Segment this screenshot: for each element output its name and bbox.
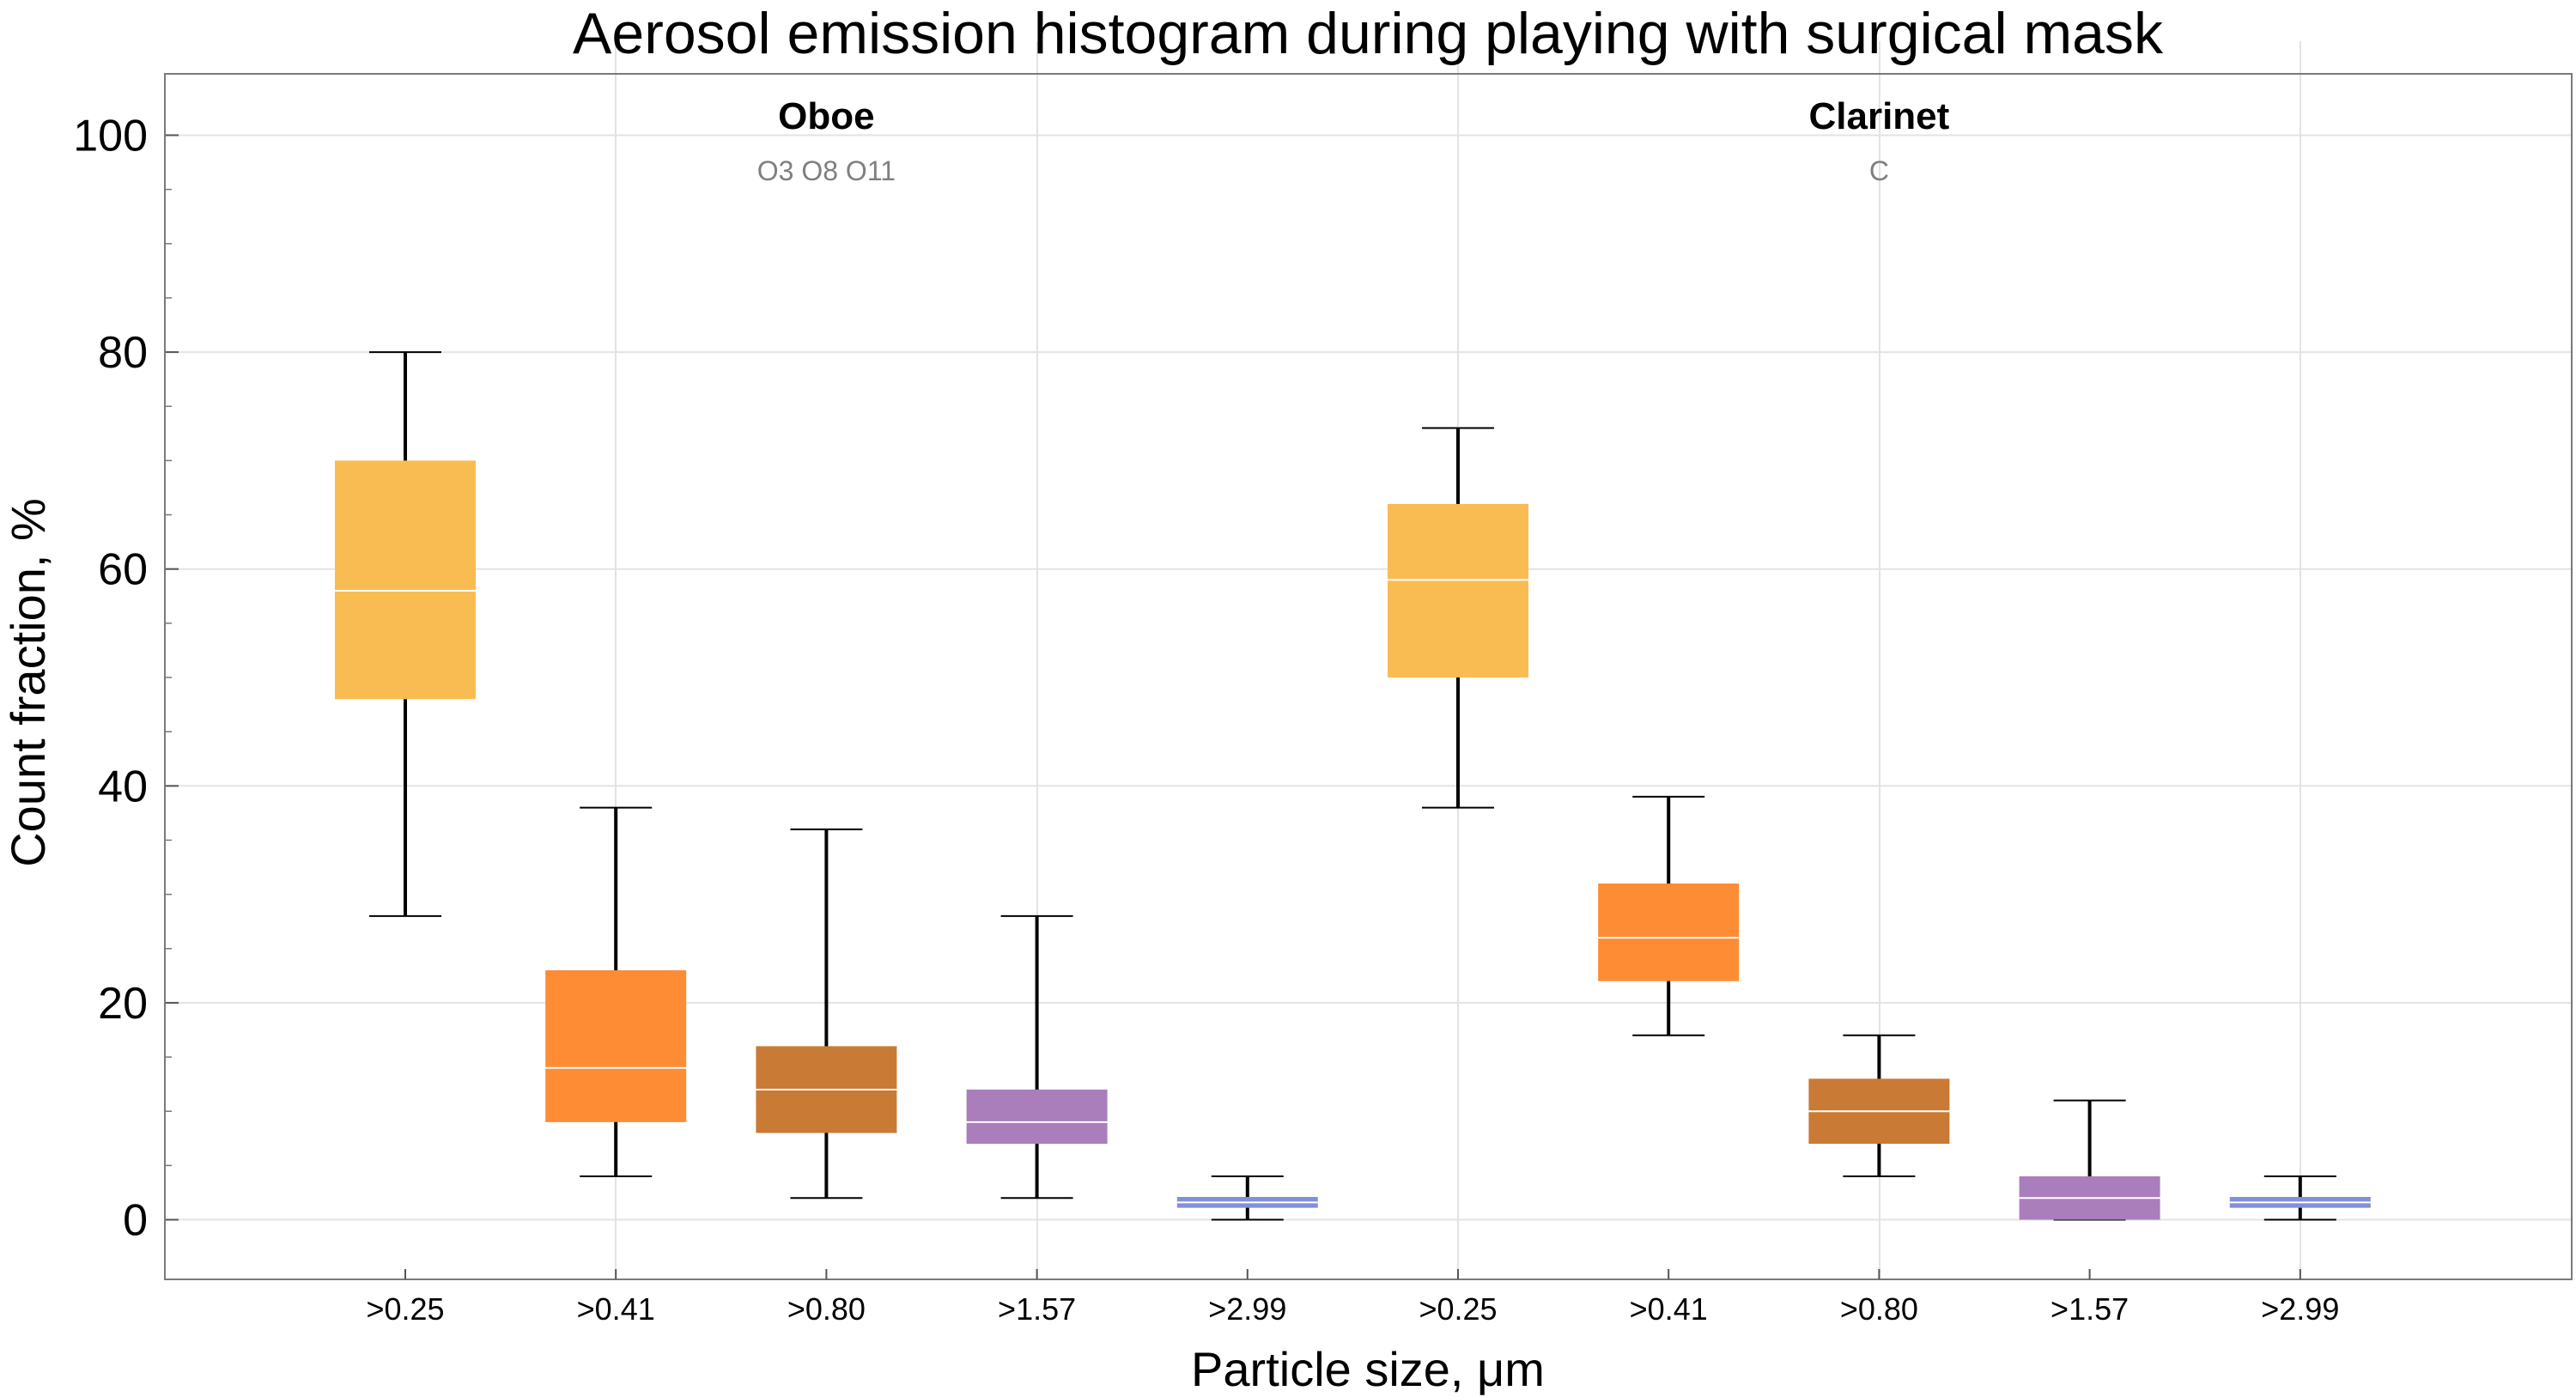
- box-0-4: [1176, 1175, 1318, 1221]
- y-tick-label: 0: [123, 1196, 148, 1246]
- x-tick-label: >1.57: [2050, 1291, 2129, 1327]
- box-plots: [335, 351, 2371, 1221]
- x-tick-label: >0.25: [1419, 1291, 1497, 1327]
- group-subtitle-0: O3 O8 O11: [757, 155, 896, 186]
- plot-frame: [164, 73, 2573, 1280]
- group-subtitle-1: C: [1869, 155, 1889, 186]
- y-tick-label: 20: [98, 979, 148, 1029]
- x-tick-label: >0.80: [1840, 1291, 1918, 1327]
- group-label-1: Clarinet: [1808, 95, 1949, 137]
- y-tick-label: 80: [98, 328, 148, 378]
- x-axis-label: Particle size, μm: [1191, 1342, 1545, 1396]
- box-0-2: [756, 828, 897, 1200]
- box-1-2: [1808, 1034, 1950, 1178]
- box-0-1: [545, 806, 687, 1178]
- box-1-3: [2019, 1099, 2160, 1221]
- x-tick-label: >0.25: [366, 1291, 444, 1327]
- y-tick-label: 60: [98, 545, 148, 595]
- box-body: [1598, 883, 1740, 981]
- chart-text: Aerosol emission histogram during playin…: [1, 1, 2339, 1396]
- box-0-3: [966, 914, 1108, 1200]
- box-0-0: [335, 351, 476, 917]
- x-tick-label: >2.99: [1208, 1291, 1286, 1327]
- box-1-4: [2229, 1175, 2371, 1221]
- box-body: [966, 1089, 1108, 1145]
- group-label-0: Oboe: [778, 95, 874, 137]
- chart-title: Aerosol emission histogram during playin…: [573, 1, 2164, 66]
- axes: [164, 73, 2573, 1280]
- box-1-0: [1388, 427, 1528, 809]
- x-tick-label: >2.99: [2261, 1291, 2339, 1327]
- x-tick-label: >1.57: [998, 1291, 1076, 1327]
- x-tick-label: >0.41: [1630, 1291, 1708, 1327]
- box-body: [545, 970, 687, 1122]
- box-body: [1388, 503, 1528, 677]
- y-tick-label: 100: [73, 111, 148, 161]
- y-axis-label: Count fraction, %: [1, 498, 55, 867]
- y-tick-label: 40: [98, 762, 148, 811]
- x-tick-label: >0.41: [577, 1291, 655, 1327]
- x-tick-label: >0.80: [787, 1291, 866, 1327]
- box-1-1: [1598, 795, 1740, 1036]
- box-body: [335, 460, 476, 700]
